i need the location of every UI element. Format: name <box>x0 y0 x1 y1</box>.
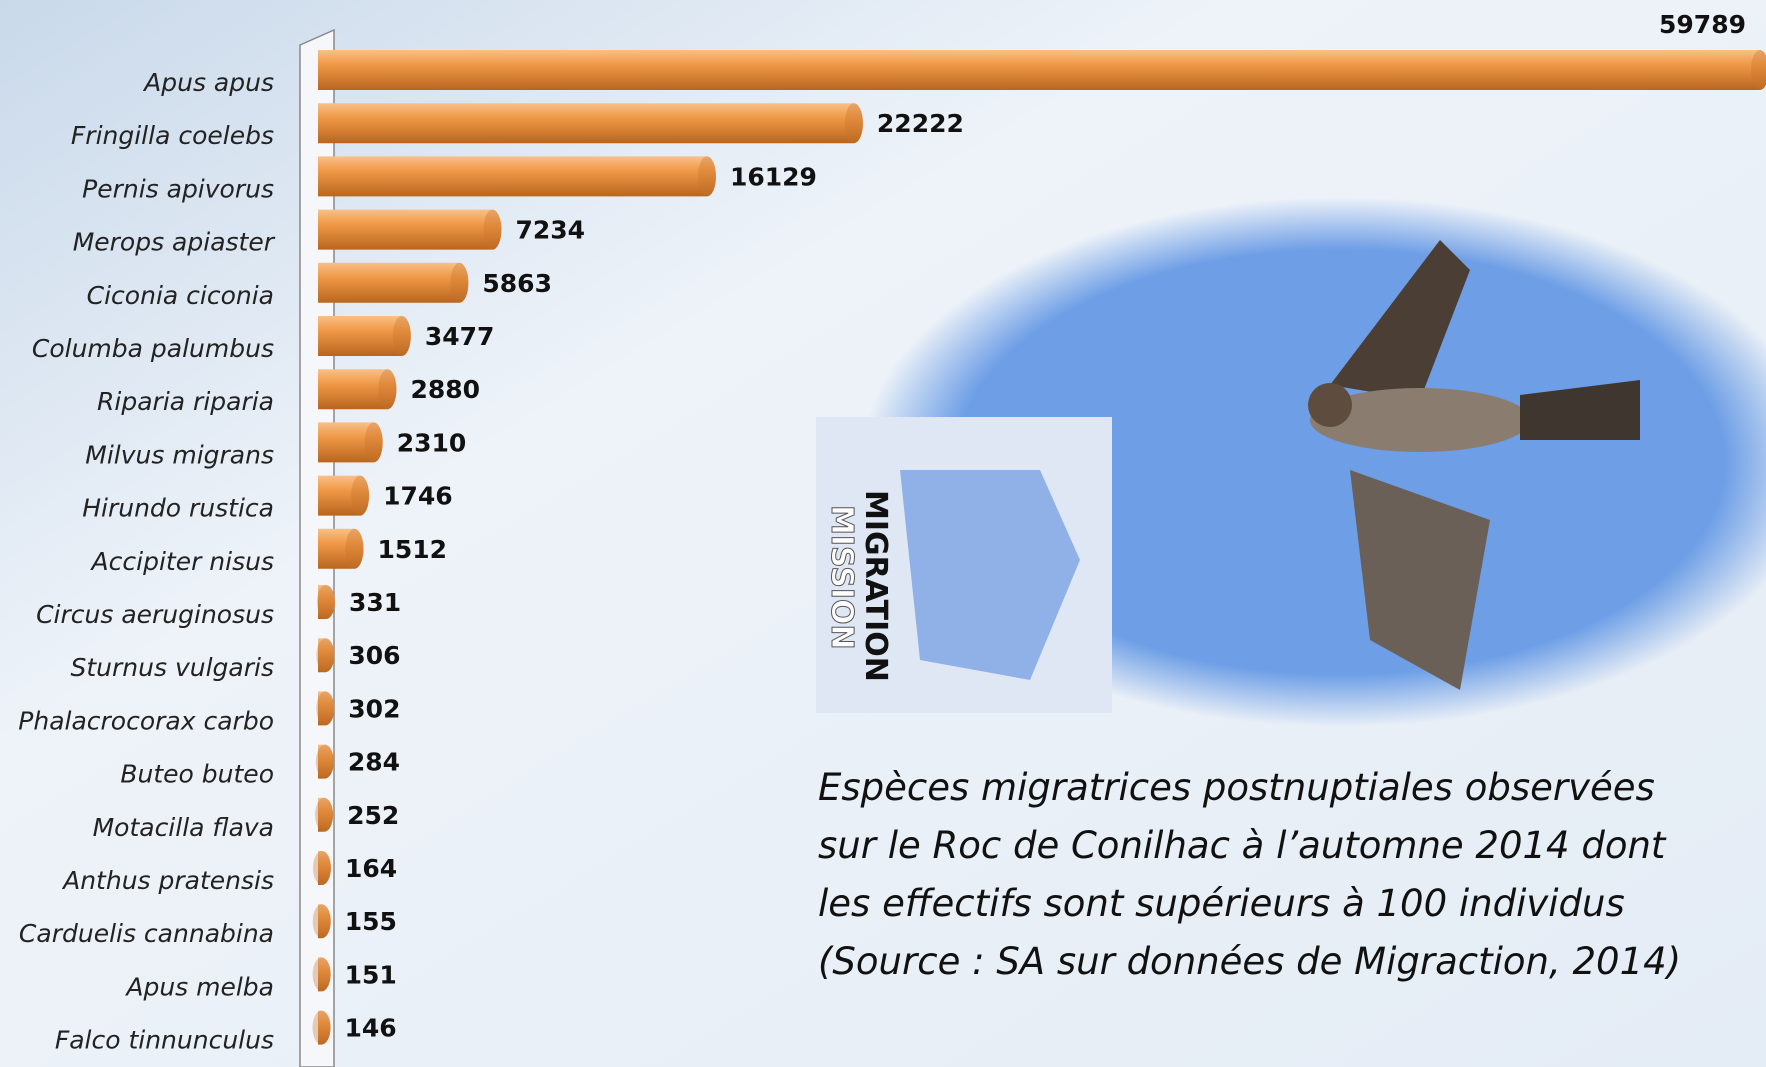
bar <box>318 210 501 250</box>
bar-cap <box>313 1011 331 1045</box>
category-label: Apus melba <box>124 972 274 1001</box>
bar-cap <box>698 156 716 196</box>
category-label: Falco tinnunculus <box>55 1026 274 1055</box>
value-label: 151 <box>345 960 397 989</box>
bar-cap <box>315 798 333 832</box>
bar-cap <box>313 957 331 991</box>
bar-cap <box>316 691 334 725</box>
bar-cap <box>316 638 334 672</box>
value-label: 5863 <box>482 269 552 298</box>
bar-cap <box>313 904 331 938</box>
category-label: Circus aeruginosus <box>36 600 274 629</box>
bar-cap <box>351 476 369 516</box>
value-label: 155 <box>345 907 397 936</box>
bar-cap <box>483 210 501 250</box>
value-label: 164 <box>345 854 397 883</box>
category-label: Fringilla coelebs <box>71 121 274 150</box>
bar-cap <box>378 369 396 409</box>
caption-line: Espèces migratrices postnuptiales observ… <box>818 766 1655 809</box>
bar-cap <box>365 422 383 462</box>
logo-text: MISSION <box>824 505 859 650</box>
category-label: Sturnus vulgaris <box>71 653 274 682</box>
value-label: 284 <box>348 748 400 777</box>
value-label: 306 <box>348 641 400 670</box>
value-label: 2310 <box>397 428 467 457</box>
caption-line: (Source : SA sur données de Migraction, … <box>818 940 1681 983</box>
logo-text: MIGRATION <box>858 490 893 682</box>
caption-line: sur le Roc de Conilhac à l’automne 2014 … <box>818 824 1667 867</box>
category-label: Motacilla flava <box>93 813 274 842</box>
category-label: Anthus pratensis <box>61 866 274 895</box>
caption-line: les effectifs sont supérieurs à 100 indi… <box>818 882 1625 925</box>
category-label: Milvus migrans <box>85 440 274 469</box>
value-label: 7234 <box>515 216 585 245</box>
bar-cap <box>317 585 335 619</box>
bar-cap <box>313 851 331 885</box>
bar-cap <box>845 103 863 143</box>
value-label: 302 <box>348 694 400 723</box>
bar-cap <box>316 745 334 779</box>
chart: MIGRATION MISSION Espèces migratrices po… <box>0 0 1766 1067</box>
bar-cap <box>345 529 363 569</box>
bar <box>318 50 1766 90</box>
value-label: 331 <box>349 588 401 617</box>
value-label: 252 <box>347 801 399 830</box>
bar <box>318 103 863 143</box>
value-label: 16129 <box>730 162 817 191</box>
value-label: 1512 <box>377 535 447 564</box>
value-label: 146 <box>345 1014 397 1043</box>
category-label: Hirundo rustica <box>82 494 274 523</box>
bar <box>318 156 716 196</box>
category-label: Apus apus <box>142 68 274 97</box>
category-label: Merops apiaster <box>73 228 276 257</box>
value-label: 3477 <box>425 322 495 351</box>
category-label: Phalacrocorax carbo <box>18 706 274 735</box>
value-label: 1746 <box>383 482 453 511</box>
value-label: 2880 <box>410 375 480 404</box>
page: {"chart_data": {"type": "hbar", "categor… <box>0 0 1766 1067</box>
value-label: 59789 <box>1659 10 1746 39</box>
category-label: Pernis apivorus <box>82 174 274 203</box>
bar-cap <box>393 316 411 356</box>
category-label: Ciconia ciconia <box>87 281 274 310</box>
category-label: Riparia riparia <box>97 387 274 416</box>
value-label: 22222 <box>877 109 964 138</box>
category-label: Buteo buteo <box>120 760 274 789</box>
bar-cap <box>450 263 468 303</box>
category-label: Carduelis cannabina <box>19 919 274 948</box>
bar <box>318 263 468 303</box>
category-label: Accipiter nisus <box>90 547 274 576</box>
category-label: Columba palumbus <box>32 334 274 363</box>
